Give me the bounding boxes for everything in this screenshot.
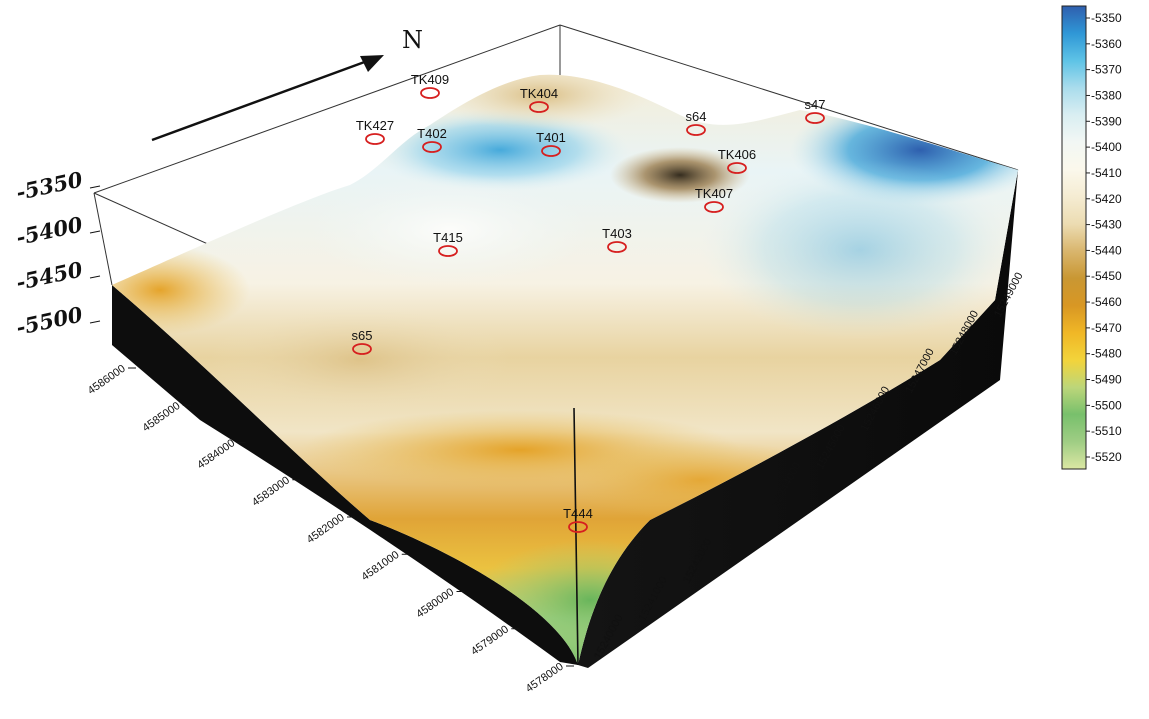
well-label: TK409 (411, 72, 449, 87)
well-label: T402 (417, 126, 447, 141)
well-label: TK404 (520, 86, 558, 101)
well-t401: T401 (536, 130, 566, 157)
well-marker (686, 124, 706, 136)
colorbar-tick-label: -5380 (1091, 88, 1122, 102)
colorbar-ramp (1061, 5, 1087, 470)
colorbar-tick-label: -5350 (1091, 11, 1122, 25)
colorbar-tick-label: -5520 (1091, 450, 1122, 464)
well-t415: T415 (433, 230, 463, 257)
well-label: TK406 (718, 147, 756, 162)
well-label: s47 (805, 97, 826, 112)
colorbar-tick-label: -5400 (1091, 140, 1122, 154)
colorbar-tick-label: -5510 (1091, 424, 1122, 438)
colorbar-tick-label: -5490 (1091, 373, 1122, 387)
colorbar-tick-label: -5390 (1091, 114, 1122, 128)
colorbar-tick-label: -5480 (1091, 347, 1122, 361)
colorbar-tick-label: -5360 (1091, 37, 1122, 51)
y-tick-label: 4583000 (250, 474, 292, 508)
well-label: T444 (563, 506, 593, 521)
well-marker (727, 162, 747, 174)
well-marker (422, 141, 442, 153)
z-tick-label: -5450 (14, 256, 85, 294)
z-tick-mark (89, 185, 101, 189)
colorbar-tick-label: -5420 (1091, 192, 1122, 206)
well-tk404: TK404 (520, 86, 558, 113)
well-markers: TK409 TK404 TK427 T402 T401 s64 s47 TK406 TK407 T… (352, 72, 826, 533)
z-tick-mark (89, 230, 101, 234)
y-tick-label: 4580000 (414, 586, 456, 620)
well-marker (438, 245, 458, 257)
well-marker (541, 145, 561, 157)
right-side-wall (578, 170, 1018, 668)
colorbar-tick-label: -5500 (1091, 398, 1122, 412)
colorbar-tick-label: -5450 (1091, 269, 1122, 283)
colorbar-tick-label: -5430 (1091, 218, 1122, 232)
well-tk406: TK406 (718, 147, 756, 174)
colorbar-tick-label: -5440 (1091, 243, 1122, 257)
well-label: s65 (352, 328, 373, 343)
north-arrow (151, 55, 384, 142)
well-marker (607, 241, 627, 253)
z-tick-label: -5350 (14, 166, 85, 204)
well-t402: T402 (417, 126, 447, 153)
well-tk427: TK427 (356, 118, 394, 145)
z-tick-label: -5500 (14, 301, 85, 339)
well-label: TK427 (356, 118, 394, 133)
well-tk409: TK409 (411, 72, 449, 99)
z-axis-ticks: -5350 -5400 -5450 -5500 (14, 166, 101, 340)
colorbar-tick-label: -5470 (1091, 321, 1122, 335)
colorbar-tick-label: -5370 (1091, 63, 1122, 77)
well-s64: s64 (686, 109, 707, 136)
z-tick-mark (89, 275, 101, 279)
colorbar: -5350 -5360 -5370 -5380 -5390 -5400 -5410 -5420… (1061, 5, 1122, 470)
well-label: T401 (536, 130, 566, 145)
y-tick-label: 4579000 (469, 623, 511, 657)
well-s65: s65 (352, 328, 373, 355)
well-tk407: TK407 (695, 186, 733, 213)
north-label: N (402, 26, 423, 54)
well-marker (805, 112, 825, 124)
z-tick-mark (89, 320, 101, 324)
well-label: T415 (433, 230, 463, 245)
well-label: T403 (602, 226, 632, 241)
well-t444: T444 (563, 506, 593, 533)
well-marker (529, 101, 549, 113)
y-tick-label: 4584000 (195, 437, 237, 471)
well-label: TK407 (695, 186, 733, 201)
well-t403: T403 (602, 226, 632, 253)
well-marker (365, 133, 385, 145)
y-tick-label: 4585000 (141, 400, 183, 434)
y-tick-label: 4581000 (360, 549, 402, 583)
y-tick-label: 4578000 (524, 661, 566, 695)
y-tick-label: 4582000 (305, 512, 347, 546)
left-side-wall (112, 285, 578, 665)
well-s47: s47 (805, 97, 826, 124)
front-axis-line (573, 407, 579, 666)
well-marker (568, 521, 588, 533)
z-tick-label: -5400 (14, 211, 85, 249)
well-marker (704, 201, 724, 213)
colorbar-tick-label: -5460 (1091, 295, 1122, 309)
y-tick-label: 4586000 (86, 363, 128, 397)
well-marker (420, 87, 440, 99)
colorbar-tick-label: -5410 (1091, 166, 1122, 180)
well-label: s64 (686, 109, 707, 124)
well-marker (352, 343, 372, 355)
